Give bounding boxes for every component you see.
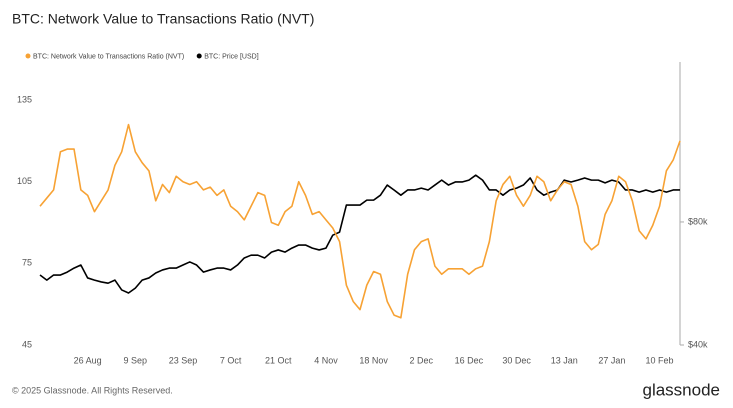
series-line <box>39 123 681 319</box>
x-tick-label: 7 Oct <box>220 355 242 365</box>
legend-label: BTC: Network Value to Transactions Ratio… <box>33 53 184 60</box>
x-tick-label: 26 Aug <box>74 355 102 365</box>
legend-marker <box>196 53 202 59</box>
y-tick-label: 75 <box>22 258 32 268</box>
x-tick-label: 10 Feb <box>646 355 674 365</box>
x-tick-label: 9 Sep <box>124 355 148 365</box>
copyright: © 2025 Glassnode. All Rights Reserved. <box>12 385 173 395</box>
x-tick-label: 21 Oct <box>265 355 292 365</box>
legend-label: BTC: Price [USD] <box>204 53 259 60</box>
y-tick-label: 45 <box>22 339 32 349</box>
x-tick-label: 2 Dec <box>410 355 434 365</box>
x-tick-label: 27 Jan <box>598 355 625 365</box>
legend-marker <box>25 53 31 59</box>
series-line <box>39 174 680 294</box>
x-tick-label: 23 Sep <box>169 355 198 365</box>
y-tick-label: 135 <box>17 94 32 104</box>
x-tick-label: 16 Dec <box>455 355 484 365</box>
x-tick-label: 30 Dec <box>502 355 531 365</box>
y2-tick-label: $40k <box>688 339 708 349</box>
chart-title: BTC: Network Value to Transactions Ratio… <box>12 11 314 27</box>
logo: glassnode <box>642 380 720 399</box>
y-tick-label: 105 <box>17 176 32 186</box>
x-tick-label: 18 Nov <box>359 355 388 365</box>
x-tick-label: 13 Jan <box>551 355 578 365</box>
x-tick-label: 4 Nov <box>314 355 338 365</box>
y2-tick-label: $80k <box>688 216 708 226</box>
